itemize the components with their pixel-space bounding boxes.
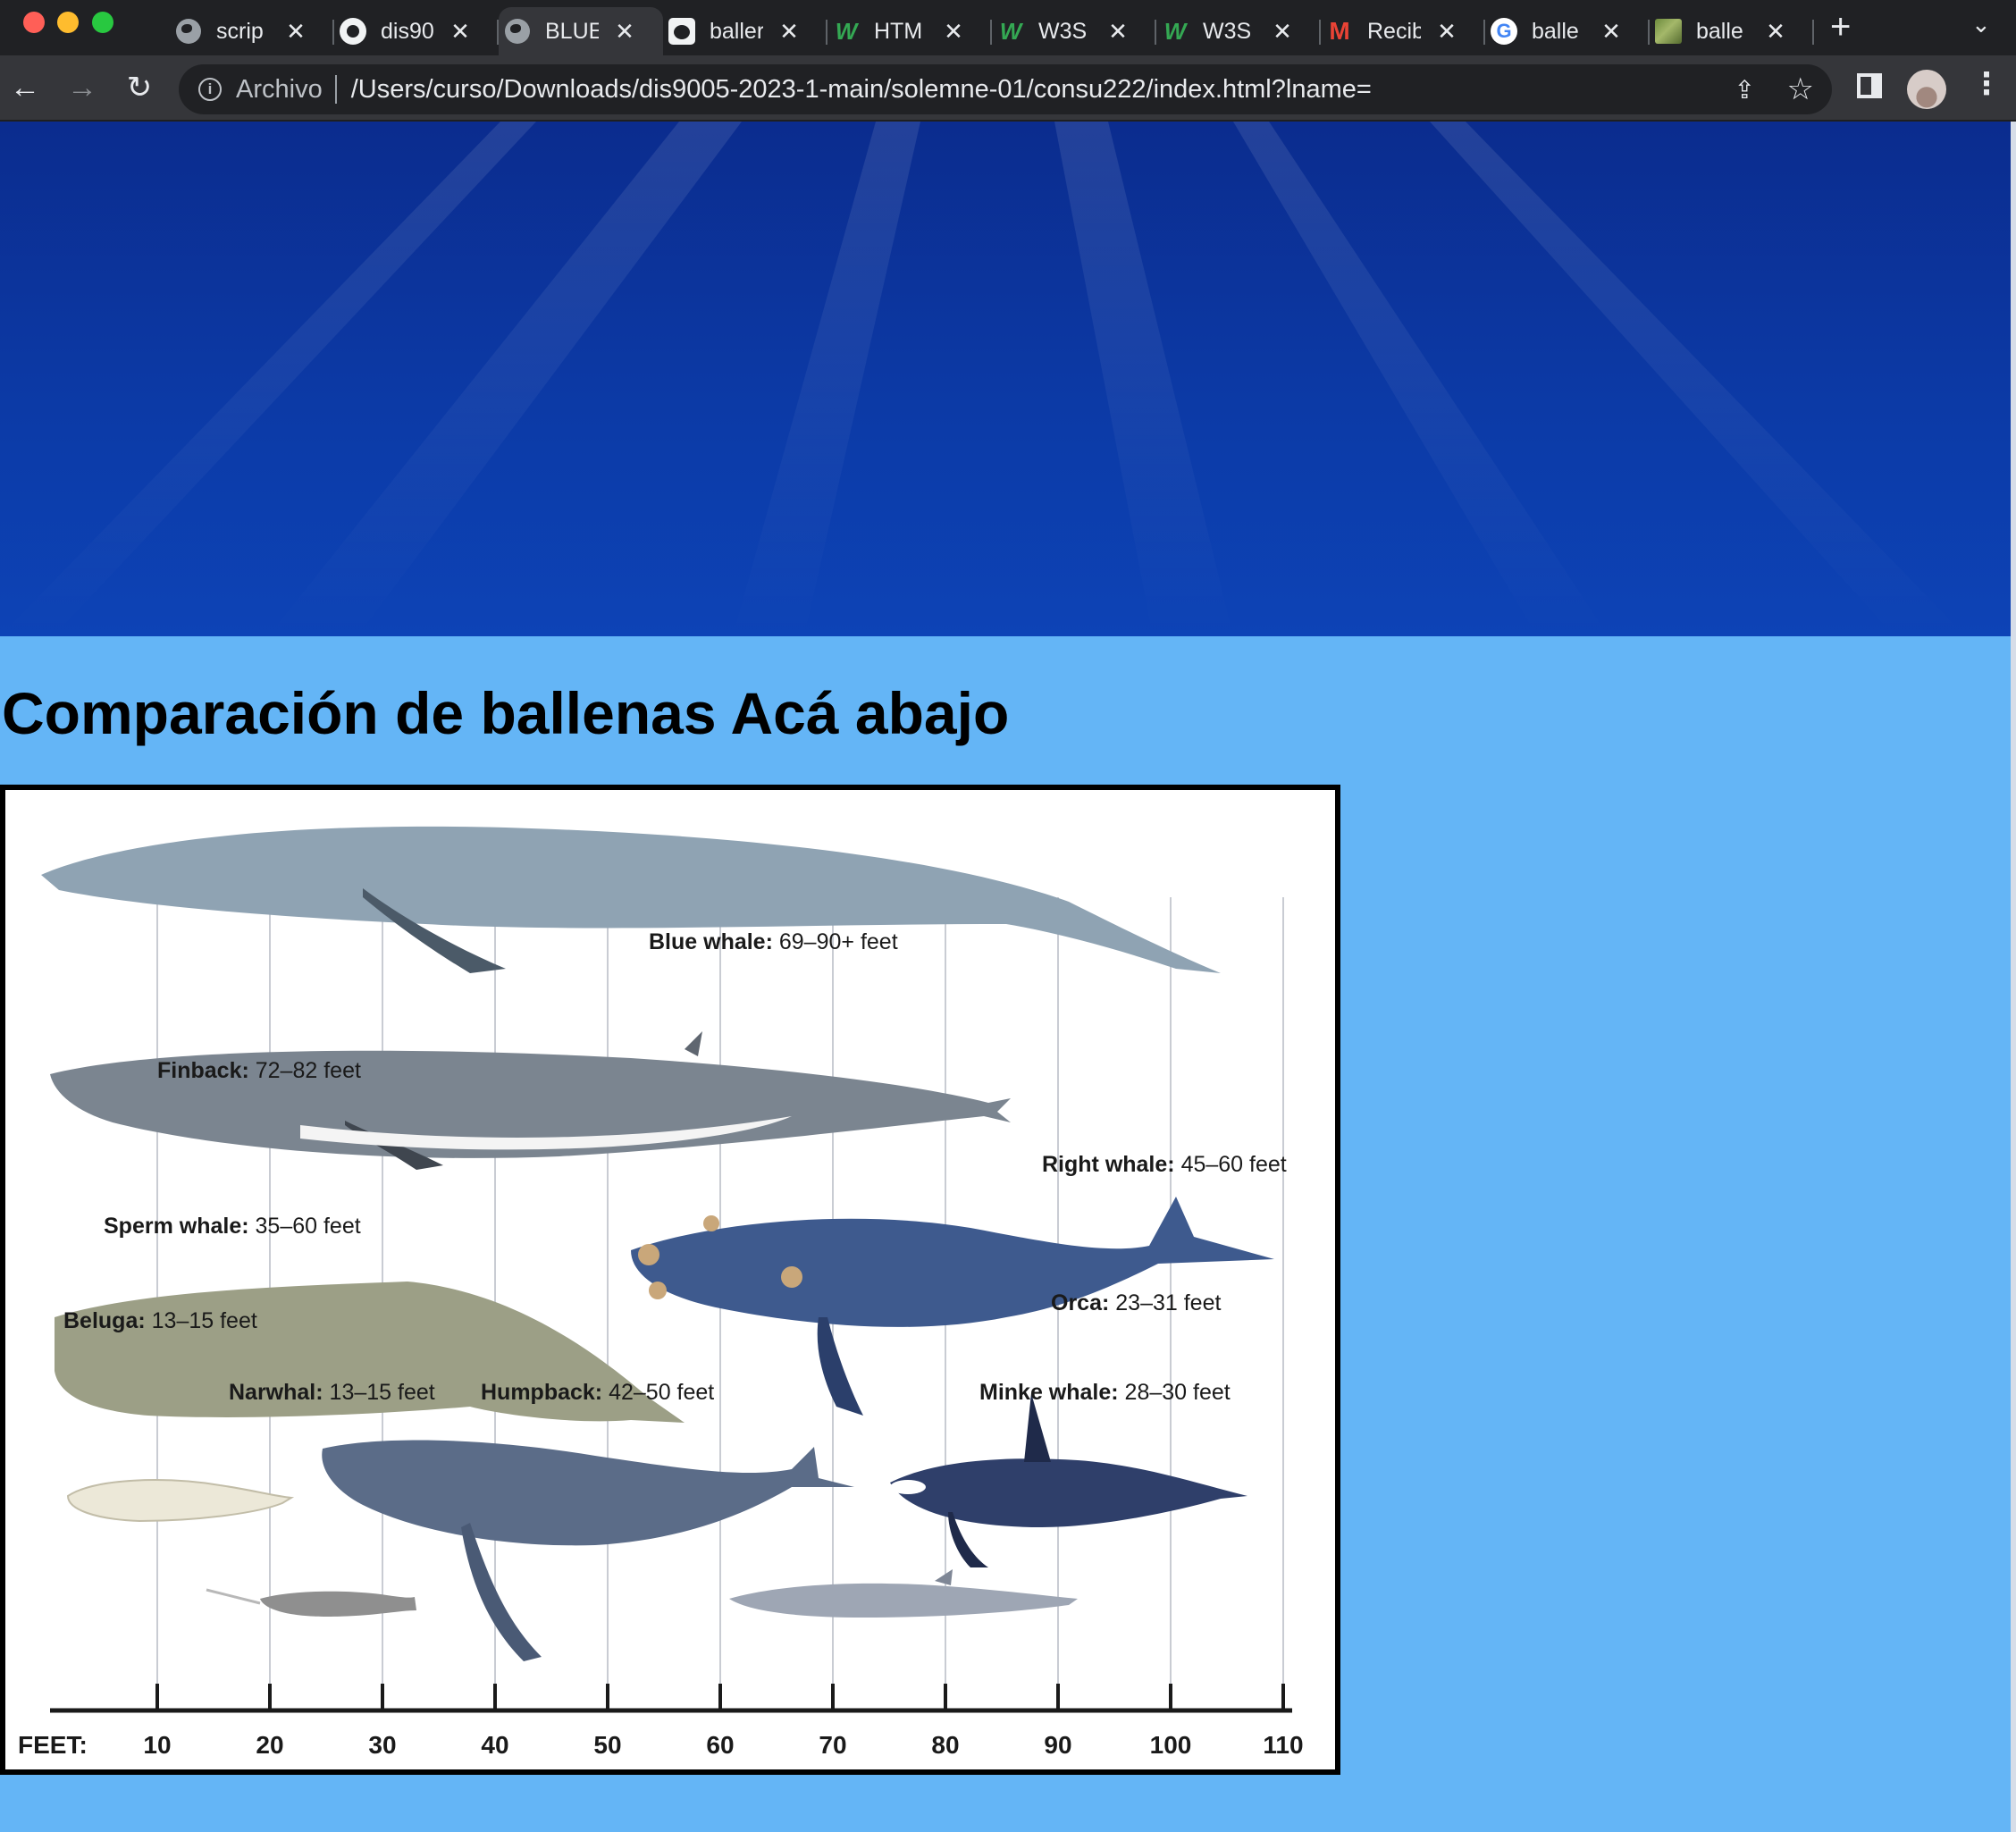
humpback-whale-illustration [322, 1440, 855, 1661]
ocean-hero-image [0, 122, 2011, 636]
reload-icon[interactable]: ↻ [126, 71, 153, 105]
back-arrow-icon[interactable]: ← [10, 71, 40, 105]
gmail-icon: M [1329, 17, 1350, 45]
origin-label: Archivo [236, 74, 323, 104]
scale-axis-ticks: 10 20 30 40 50 60 70 80 90 100 110 [143, 1684, 1304, 1759]
github-icon [340, 18, 366, 45]
light-rays [0, 122, 1966, 636]
tab-title: W3S [1038, 18, 1088, 44]
close-icon[interactable]: ✕ [1601, 17, 1621, 45]
divider [334, 75, 337, 104]
whale-label: Minke whale: 28–30 feet [979, 1380, 1231, 1405]
w3schools-icon: W [999, 17, 1022, 45]
whale-label: Blue whale: 69–90+ feet [649, 929, 898, 954]
tab-list: scrip ✕ dis90 ✕ BLUE ✕ baller ✕ W HTM ✕ … [170, 7, 1814, 55]
profile-avatar[interactable] [1907, 70, 1946, 109]
kebab-menu-icon[interactable]: ⋮ [1971, 67, 2002, 101]
sperm-whale-illustration [55, 1282, 685, 1423]
tab-title: BLUE [545, 18, 599, 44]
tab-title: balle [1696, 18, 1743, 44]
google-icon: G [1491, 18, 1517, 45]
window-close-button[interactable] [23, 12, 45, 33]
whale-comparison-illustration: Blue whale: 69–90+ feet Finback: 72–82 f… [18, 826, 1304, 1759]
scale-tick-label: 10 [143, 1731, 171, 1759]
blue-whale-illustration [41, 826, 1221, 973]
tab-title: W3S [1203, 18, 1252, 44]
scale-tick-label: 70 [819, 1731, 846, 1759]
scale-tick-label: 60 [706, 1731, 734, 1759]
scale-tick-label: 40 [481, 1731, 508, 1759]
url-text[interactable]: /Users/curso/Downloads/dis9005-2023-1-ma… [350, 74, 1372, 104]
browser-tab[interactable]: baller ✕ [663, 7, 827, 55]
close-icon[interactable]: ✕ [450, 17, 470, 45]
tab-title: HTM [874, 18, 923, 44]
scale-tick-label: 90 [1044, 1731, 1071, 1759]
info-icon[interactable]: i [198, 78, 222, 101]
close-icon[interactable]: ✕ [1108, 17, 1128, 45]
scale-tick-label: 50 [593, 1731, 621, 1759]
close-icon[interactable]: ✕ [1766, 17, 1785, 45]
browser-tab[interactable]: W W3S ✕ [992, 7, 1156, 55]
whale-label: Narwhal: 13–15 feet [229, 1380, 435, 1405]
tab-strip: scrip ✕ dis90 ✕ BLUE ✕ baller ✕ W HTM ✕ … [0, 0, 2016, 55]
narwhal-illustration [206, 1588, 416, 1617]
right-whale-illustration [631, 1197, 1274, 1416]
scale-unit-label: FEET: [18, 1731, 88, 1759]
forward-arrow-icon[interactable]: → [67, 71, 97, 105]
browser-toolbar: ← → ↻ i Archivo /Users/curso/Downloads/d… [0, 55, 2016, 122]
close-icon[interactable]: ✕ [615, 17, 634, 45]
tab-title: balle [1532, 18, 1579, 44]
whale-comparison-image: Blue whale: 69–90+ feet Finback: 72–82 f… [0, 785, 1340, 1775]
new-tab-button[interactable]: + [1830, 7, 1852, 46]
close-icon[interactable]: ✕ [944, 17, 963, 45]
whale-label: Humpback: 42–50 feet [481, 1380, 714, 1405]
panda-icon [668, 18, 695, 45]
scale-tick-label: 100 [1150, 1731, 1192, 1759]
page-viewport: Comparación de ballenas Acá abajo [0, 122, 2016, 1832]
browser-tab[interactable]: balle ✕ [1650, 7, 1814, 55]
w3schools-icon: W [1163, 17, 1187, 45]
browser-tab[interactable]: M Recib ✕ [1321, 7, 1485, 55]
whale-label: Right whale: 45–60 feet [1042, 1152, 1287, 1177]
window-maximize-button[interactable] [92, 12, 113, 33]
scale-tick-label: 30 [368, 1731, 396, 1759]
browser-tab[interactable]: W HTM ✕ [827, 7, 992, 55]
page-heading: Comparación de ballenas Acá abajo [2, 680, 1010, 746]
beluga-illustration [66, 1479, 295, 1523]
close-icon[interactable]: ✕ [1437, 17, 1457, 45]
minke-whale-illustration [729, 1569, 1078, 1618]
orca-illustration [890, 1393, 1247, 1567]
tab-title: scrip [216, 18, 264, 44]
tab-title: baller [710, 18, 763, 44]
scale-tick-label: 20 [256, 1731, 283, 1759]
browser-tab[interactable]: G balle ✕ [1485, 7, 1650, 55]
whale-label: Orca: 23–31 feet [1051, 1290, 1221, 1315]
photo-icon [1655, 18, 1682, 45]
scale-tick-label: 80 [931, 1731, 959, 1759]
globe-icon [504, 18, 531, 45]
browser-tab[interactable]: dis90 ✕ [334, 7, 499, 55]
close-icon[interactable]: ✕ [1273, 17, 1292, 45]
tab-title: dis90 [381, 18, 434, 44]
browser-tab[interactable]: W W3S ✕ [1156, 7, 1321, 55]
bookmark-star-icon[interactable]: ☆ [1786, 72, 1814, 106]
whale-label: Sperm whale: 35–60 feet [104, 1214, 361, 1239]
browser-tab[interactable]: scrip ✕ [170, 7, 334, 55]
browser-tab-active[interactable]: BLUE ✕ [499, 7, 663, 55]
tab-title: Recib [1367, 18, 1421, 44]
side-panel-icon[interactable] [1857, 73, 1882, 98]
address-bar[interactable]: i Archivo /Users/curso/Downloads/dis9005… [179, 64, 1832, 114]
page-scrollbar[interactable] [2011, 122, 2016, 1832]
tab-search-chevron-icon[interactable]: ⌄ [1971, 11, 1991, 38]
finback-whale-illustration [50, 1031, 1011, 1170]
close-icon[interactable]: ✕ [779, 17, 799, 45]
window-minimize-button[interactable] [57, 12, 79, 33]
w3schools-icon: W [835, 17, 858, 45]
whale-label: Beluga: 13–15 feet [63, 1308, 257, 1333]
close-icon[interactable]: ✕ [286, 17, 306, 45]
whale-label: Finback: 72–82 feet [157, 1058, 361, 1083]
globe-icon [175, 18, 202, 45]
scale-tick-label: 110 [1263, 1731, 1303, 1759]
share-icon[interactable]: ⇪ [1734, 76, 1755, 104]
